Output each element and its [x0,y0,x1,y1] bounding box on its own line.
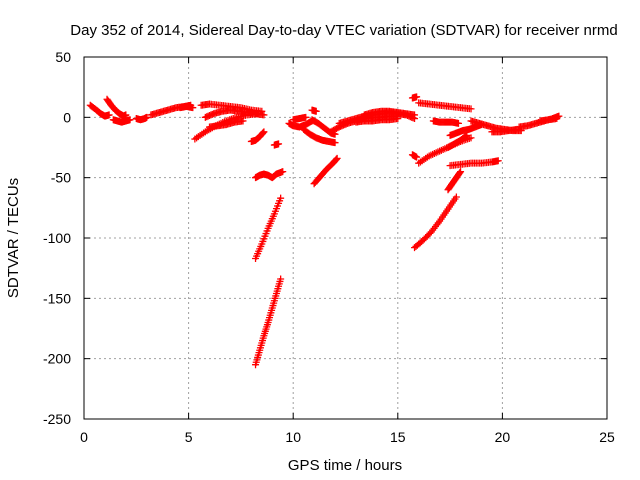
data-point [143,113,151,121]
y-tick-label: -250 [43,411,71,427]
y-tick-label: -100 [43,230,71,246]
data-point [454,119,462,127]
plot-frame [83,56,608,420]
data-track-arc-09 [201,106,268,121]
data-point [275,140,283,148]
x-tick-label: 0 [80,429,88,445]
data-track-arc-28 [429,117,462,127]
data-track-arc-14 [252,194,285,263]
data-point [494,157,502,165]
data-point [260,128,268,136]
data-point [331,139,339,147]
data-track-arc-04 [132,113,151,124]
y-tick-label: 0 [63,109,71,125]
y-tick-label: -50 [51,170,71,186]
x-tick-label: 15 [390,429,406,445]
data-track-arc-27 [415,99,475,113]
data-track-arc-06 [176,102,197,112]
y-tick-label: 50 [55,49,71,65]
data-track-arc-18 [300,125,339,147]
data-point [279,168,287,176]
data-point [189,104,197,112]
data-track-arc-25 [360,107,419,119]
axis-layer: 0 5 10 15 20 25 50 0 -50 -100 -150 -200 -250 [43,49,615,445]
data-track-arc-03 [109,116,134,126]
data-point [259,129,267,137]
data-track-arc-29 [408,151,421,161]
data-track-arc-31 [411,193,460,252]
data-point [260,111,268,119]
data-point [411,111,419,119]
data-track-arc-24 [352,115,402,126]
y-tick-label: -200 [43,351,71,367]
data-point [302,113,310,121]
data-point [277,194,285,202]
data-track-arc-26 [408,93,421,102]
data-track-arc-12 [270,140,283,149]
x-tick-label: 10 [285,429,301,445]
y-axis-label: SDTVAR / TECUs [5,178,22,298]
data-point [467,134,475,142]
data-point [394,115,402,123]
y-tick-label: -150 [43,290,71,306]
x-axis-label: GPS time / hours [288,457,402,474]
data-point [452,193,460,201]
data-point [457,168,465,176]
data-point [126,116,134,124]
data-point [332,156,340,164]
data-point [463,131,471,139]
data-layer [86,93,563,369]
data-track-arc-10 [206,117,247,131]
data-point [413,153,421,161]
data-track-arc-33 [446,157,502,170]
x-tick-label: 5 [185,429,193,445]
data-track-arc-13 [252,168,287,182]
data-point [467,105,475,113]
data-point [462,132,470,140]
data-point [312,107,320,115]
data-point [259,129,267,137]
data-point [277,275,285,283]
x-tick-label: 25 [599,429,615,445]
data-point [332,155,340,163]
data-point [553,115,561,123]
data-track-arc-15 [252,275,285,369]
data-track-arc-39 [536,115,561,125]
data-track-arc-20 [308,106,320,115]
data-track-arc-02 [103,95,130,120]
data-point [122,111,130,119]
data-track-arc-21 [310,154,341,188]
data-track-arc-35 [444,131,471,151]
data-track-arc-11 [247,128,268,145]
data-track-arc-01 [86,101,113,120]
data-track-arc-32 [444,168,465,194]
data-point [239,117,247,125]
data-track-arc-17 [289,113,310,124]
data-track-arc-16 [285,117,316,131]
x-tick-label: 20 [495,429,511,445]
data-point [517,127,525,135]
data-point [413,93,421,101]
data-point [456,169,464,177]
data-point [333,154,341,162]
data-point [105,111,113,119]
chart-title: Day 352 of 2014, Sidereal Day-to-day VTE… [70,22,617,39]
